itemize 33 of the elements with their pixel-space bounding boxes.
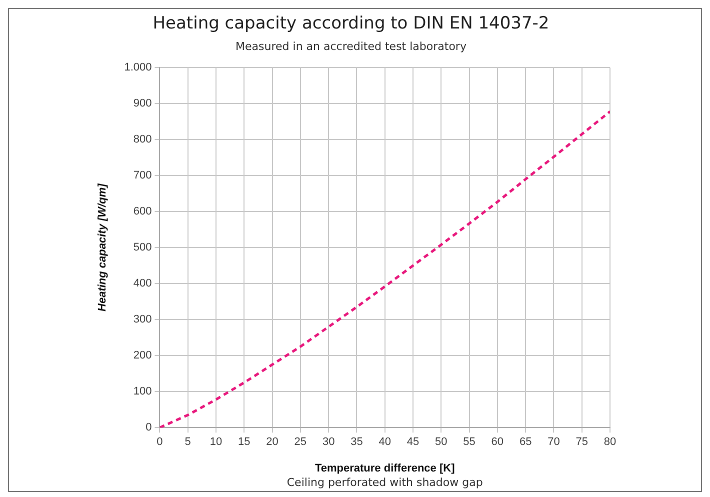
y-tick-label: 700 [133, 170, 152, 182]
y-tick-label: 400 [133, 278, 152, 290]
x-tick-label: 10 [210, 436, 222, 448]
x-tick-label: 65 [519, 436, 532, 448]
x-tick-label: 35 [350, 436, 363, 448]
x-tick-label: 25 [294, 436, 307, 448]
x-tick-label: 5 [184, 436, 191, 448]
x-tick-label: 20 [266, 436, 278, 448]
x-axis-title: Temperature difference [K] [314, 462, 456, 474]
x-tick-label: 0 [156, 436, 163, 448]
chart-title: Heating capacity according to DIN EN 14037-2 [152, 14, 550, 34]
y-tick-label: 800 [133, 134, 152, 146]
y-tick-label: 100 [133, 386, 152, 398]
y-tick-label: 500 [133, 242, 152, 254]
x-tick-label: 80 [604, 436, 616, 448]
x-tick-label: 70 [548, 436, 560, 448]
chart-subtitle: Measured in an accredited test laboratory [236, 40, 467, 53]
x-tick-label: 40 [378, 436, 391, 448]
x-tick-label: 45 [406, 436, 420, 448]
y-tick-label: 1.000 [124, 62, 152, 74]
x-tick-label: 30 [322, 436, 335, 448]
x-tick-label: 55 [463, 436, 476, 448]
y-tick-label: 300 [133, 314, 152, 326]
y-tick-label: 0 [146, 422, 152, 434]
text: Ceiling perforated with shadow gap [286, 476, 483, 489]
x-tick-label: 60 [491, 436, 504, 448]
y-tick-label: 900 [133, 98, 152, 110]
x-tick-label: 50 [435, 436, 448, 448]
y-tick-label: 200 [133, 350, 152, 362]
x-tick-label: 15 [238, 436, 250, 448]
y-tick-label: 600 [133, 206, 152, 218]
y-axis-title: Heating capacity [W/qm] [96, 183, 109, 312]
x-tick-label: 75 [576, 436, 588, 448]
